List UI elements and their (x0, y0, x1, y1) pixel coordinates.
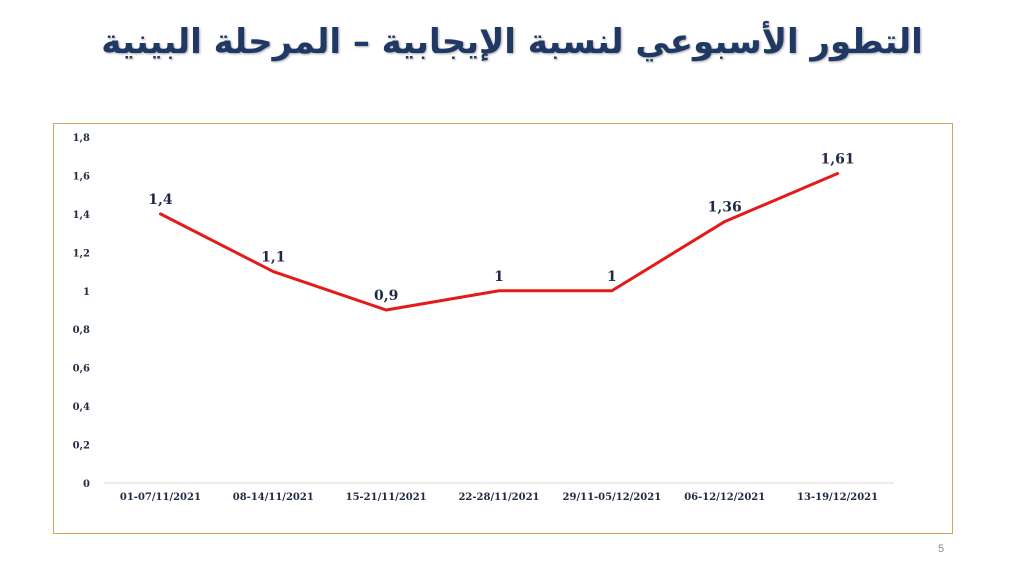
data-label: 1,36 (708, 200, 742, 216)
x-tick-label: 08-14/11/2021 (233, 492, 314, 503)
data-label: 1,4 (148, 192, 173, 208)
y-axis-ticks: 0 0,2 0,4 0,6 0,8 1 1,2 1,4 1,6 1,8 (73, 133, 90, 490)
x-tick-label: 01-07/11/2021 (120, 492, 201, 503)
data-label: 1 (607, 269, 617, 285)
y-tick-label: 1,8 (73, 133, 90, 144)
data-label: 1,61 (821, 152, 855, 168)
data-label: 1 (494, 269, 504, 285)
y-tick-label: 1,4 (73, 210, 90, 221)
chart-frame: 0 0,2 0,4 0,6 0,8 1 1,2 1,4 1,6 1,8 01-07/11/2021… (53, 123, 953, 534)
x-axis-ticks: 01-07/11/2021 08-14/11/2021 15-21/11/2021 2… (120, 492, 878, 503)
data-label: 1,1 (261, 250, 285, 266)
x-tick-label: 29/11-05/12/2021 (563, 492, 662, 503)
y-tick-label: 1,2 (73, 248, 90, 259)
x-tick-label: 13-19/12/2021 (797, 492, 878, 503)
slide-title: التطور الأسبوعي لنسبة الإيجابية – المرحل… (101, 22, 923, 62)
y-tick-label: 1 (83, 287, 90, 298)
x-tick-label: 06-12/12/2021 (684, 492, 765, 503)
line-chart: 0 0,2 0,4 0,6 0,8 1 1,2 1,4 1,6 1,8 01-07/11/2021… (73, 133, 894, 503)
x-tick-label: 15-21/11/2021 (346, 492, 427, 503)
y-tick-label: 0,8 (73, 325, 90, 336)
y-tick-label: 0,4 (73, 402, 90, 413)
data-labels: 1,4 1,1 0,9 1 1 1,36 1,61 (148, 152, 854, 304)
x-tick-label: 22-28/11/2021 (458, 492, 539, 503)
y-tick-label: 0 (83, 479, 90, 490)
page-number: 5 (938, 543, 945, 555)
data-label: 0,9 (374, 288, 398, 304)
y-tick-label: 0,6 (73, 364, 90, 375)
y-tick-label: 0,2 (73, 441, 90, 452)
y-tick-label: 1,6 (73, 171, 90, 182)
series-line (158, 172, 840, 312)
